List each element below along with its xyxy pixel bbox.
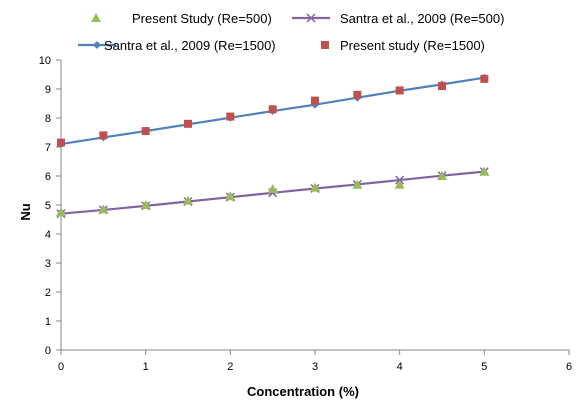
series-0: [56, 166, 490, 217]
data-point: [98, 204, 109, 214]
x-tick-label: 0: [58, 361, 64, 373]
y-ticks: 0 1 2 3 4 5 6 7 8 9 10: [39, 55, 61, 357]
data-point: [99, 131, 108, 140]
legend-item: Present study (Re=1500): [321, 38, 485, 53]
x-tick-label: 3: [312, 361, 318, 373]
x-axis-title: Concentration (%): [247, 384, 359, 399]
data-point: [140, 200, 151, 209]
data-point: [438, 82, 446, 91]
data-point: [268, 105, 277, 114]
data-point: [480, 74, 489, 83]
data-point: [353, 90, 362, 99]
data-point: [226, 112, 235, 121]
y-tick-label: 4: [45, 229, 51, 241]
x-tick-label: 1: [143, 361, 149, 373]
legend-label: Santra et al., 2009 (Re=1500): [104, 38, 276, 53]
x-ticks: 0 1 2 3 4 5 6: [58, 350, 572, 373]
y-tick-label: 3: [45, 258, 51, 270]
legend-item: Santra et al., 2009 (Re=1500): [78, 38, 276, 53]
data-point: [437, 171, 447, 180]
legend-marker: [91, 13, 101, 22]
legend-label: Present Study (Re=500): [132, 11, 272, 26]
legend-marker: [306, 13, 316, 23]
data-point: [225, 191, 236, 201]
legend-label: Present study (Re=1500): [340, 38, 485, 53]
data-point: [56, 207, 66, 217]
data-point: [57, 138, 65, 147]
data-point: [352, 179, 363, 189]
legend-item: Santra et al., 2009 (Re=500): [292, 11, 504, 26]
data-point: [184, 119, 192, 128]
legend-marker: [93, 41, 101, 49]
data-point: [395, 86, 404, 95]
x-tick-label: 6: [566, 361, 572, 373]
legend-item: Present Study (Re=500): [91, 11, 272, 26]
y-tick-label: 1: [45, 316, 51, 328]
data-point: [141, 127, 150, 136]
y-tick-label: 2: [45, 287, 51, 299]
legend: Present Study (Re=500) Santra et al., 200…: [78, 11, 504, 53]
series-layer: [56, 73, 490, 219]
y-tick-label: 7: [45, 142, 51, 154]
y-tick-label: 8: [45, 113, 51, 125]
y-tick-label: 5: [45, 200, 51, 212]
y-tick-label: 9: [45, 84, 51, 96]
data-point: [310, 182, 320, 192]
y-tick-label: 0: [45, 345, 51, 357]
data-point: [311, 96, 319, 105]
x-tick-label: 2: [227, 361, 233, 373]
y-tick-label: 10: [39, 55, 51, 67]
x-tick-label: 4: [397, 361, 403, 373]
y-axis-title: Nu: [18, 203, 33, 220]
legend-marker: [321, 41, 329, 49]
series-3: [57, 74, 489, 147]
x-tick-label: 5: [481, 361, 487, 373]
y-tick-label: 6: [45, 171, 51, 183]
data-point: [479, 166, 490, 176]
data-point: [183, 195, 193, 205]
legend-label: Santra et al., 2009 (Re=500): [340, 11, 504, 26]
data-point: [394, 179, 405, 189]
data-point: [267, 184, 278, 194]
